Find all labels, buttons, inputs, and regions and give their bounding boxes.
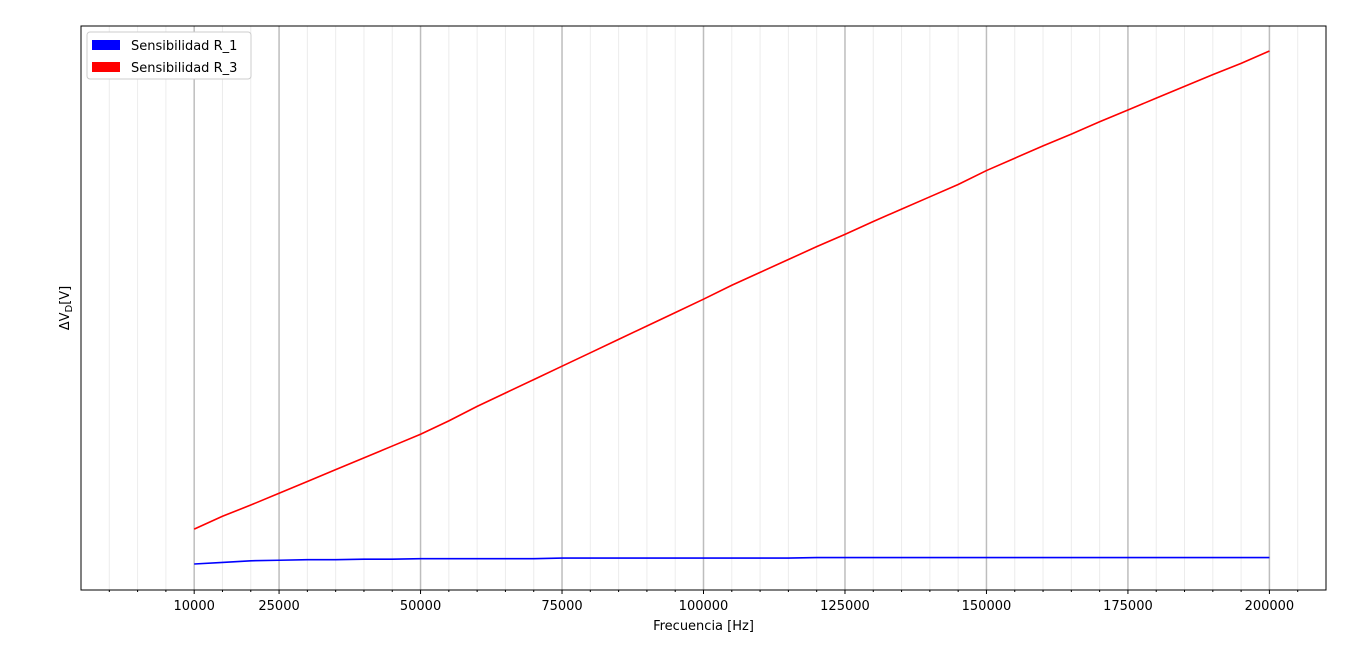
series-line-1 <box>194 556 1270 565</box>
legend-swatch <box>92 40 120 50</box>
legend-swatch <box>92 62 120 72</box>
x-tick-label: 100000 <box>679 599 729 614</box>
series-line-2 <box>193 50 1270 530</box>
x-tick-label: 175000 <box>1103 599 1153 614</box>
x-tick-label: 150000 <box>962 599 1012 614</box>
legend-label: Sensibilidad R_1 <box>131 39 237 54</box>
x-axis-label: Frecuencia [Hz] <box>653 619 754 634</box>
legend-label: Sensibilidad R_3 <box>131 61 237 76</box>
x-tick-label: 125000 <box>820 599 870 614</box>
x-axis: 10000 25000 50000 75000 100000 125000 150000 17… <box>108 590 1299 614</box>
x-tick-label: 10000 <box>174 599 215 614</box>
x-tick-label: 50000 <box>400 599 441 614</box>
y-axis-label: ΔVD[V] <box>58 286 75 331</box>
x-tick-label: 200000 <box>1245 599 1295 614</box>
series-group <box>193 50 1270 565</box>
x-tick-label: 25000 <box>258 599 299 614</box>
x-tick-label: 75000 <box>541 599 582 614</box>
legend-box <box>86 31 252 80</box>
grid <box>108 26 1299 590</box>
legend: Sensibilidad R_1 Sensibilidad R_3 <box>86 31 252 80</box>
